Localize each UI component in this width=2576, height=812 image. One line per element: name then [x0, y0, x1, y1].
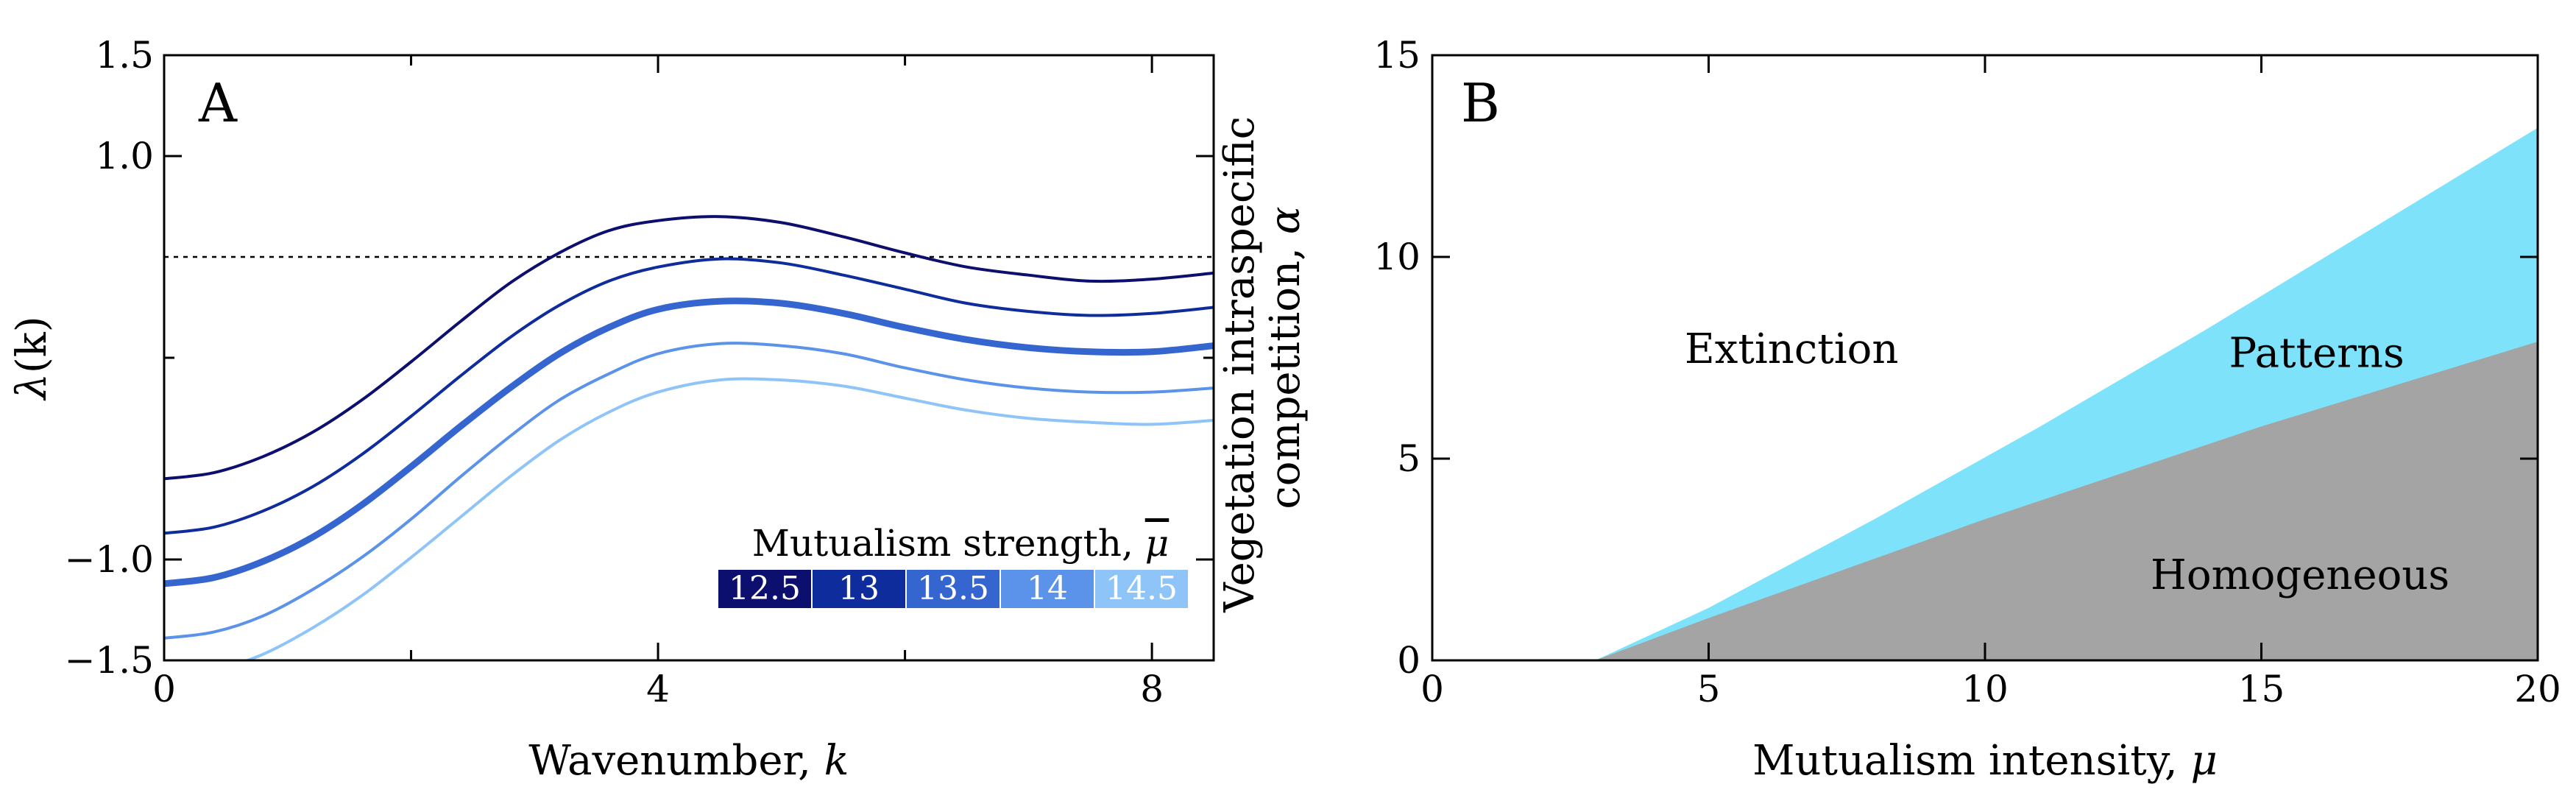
legend-swatch	[1094, 568, 1189, 610]
region-label-homogeneous: Homogeneous	[2151, 551, 2449, 599]
panel-a-plot-area	[164, 55, 1214, 660]
region-label-extinction: Extinction	[1685, 325, 1899, 373]
x-tick-label: 20	[2514, 668, 2561, 710]
legend-swatch	[999, 568, 1095, 610]
x-tick-label: 8	[1140, 668, 1164, 710]
series-line-13	[164, 257, 1214, 535]
x-tick-label: 4	[646, 668, 670, 710]
y-tick-label: −1.5	[65, 639, 154, 682]
panel-b-y-axis-title: Vegetation intraspecific competition, α	[1216, 103, 1309, 612]
panel-b-label: B	[1461, 72, 1500, 134]
y-tick-label: 5	[1397, 437, 1420, 480]
panel-b-x-axis-title: Mutualism intensity, μ	[1752, 737, 2218, 785]
series-line-12-5	[164, 215, 1214, 481]
legend-swatch	[717, 568, 813, 610]
legend-entry-label: 12.5	[729, 570, 801, 607]
panel-b-frame	[1431, 54, 2539, 662]
region-homogeneous	[1595, 342, 2538, 660]
series-line-14-5	[243, 377, 1214, 660]
x-tick-label: 10	[1961, 668, 2009, 710]
legend-entry-label: 14	[1027, 570, 1068, 607]
x-tick-label: 0	[152, 668, 176, 710]
series-line-13-5	[164, 297, 1214, 587]
panel-a-line-chart: Mutualism strength, μ 12.5 13 13.5 14 14.5 0 4…	[8, 34, 1215, 785]
panel-a-x-axis-title: Wavenumber, k	[528, 737, 849, 785]
panel-a-label: A	[198, 72, 238, 134]
legend-title: Mutualism strength, μ	[752, 522, 1169, 565]
y-tick-label: 15	[1373, 34, 1420, 77]
panel-a-frame	[163, 54, 1215, 662]
panel-a-y-axis-title: λ(k)	[8, 316, 56, 400]
panel-b-area-chart: 0 5 10 15 20 0 5 10 15 B Extinction Patterns Homog…	[1216, 34, 2561, 785]
y-tick-label: 0	[1397, 639, 1420, 682]
y-tick-label: 10	[1373, 236, 1420, 278]
y-tick-label: 1.5	[95, 34, 154, 77]
legend-entry-label: 14.5	[1105, 570, 1178, 607]
x-tick-label: 5	[1697, 668, 1721, 710]
legend-entry-label: 13	[838, 570, 880, 607]
x-tick-label: 15	[2238, 668, 2285, 710]
y-tick-label: 1.0	[95, 135, 154, 177]
region-label-patterns: Patterns	[2229, 330, 2404, 378]
series-line-14	[164, 342, 1214, 640]
legend-swatch	[905, 568, 1001, 610]
y-tick-label: −1.0	[65, 538, 154, 581]
x-tick-label: 0	[1420, 668, 1444, 710]
legend-entry-label: 13.5	[917, 570, 989, 607]
